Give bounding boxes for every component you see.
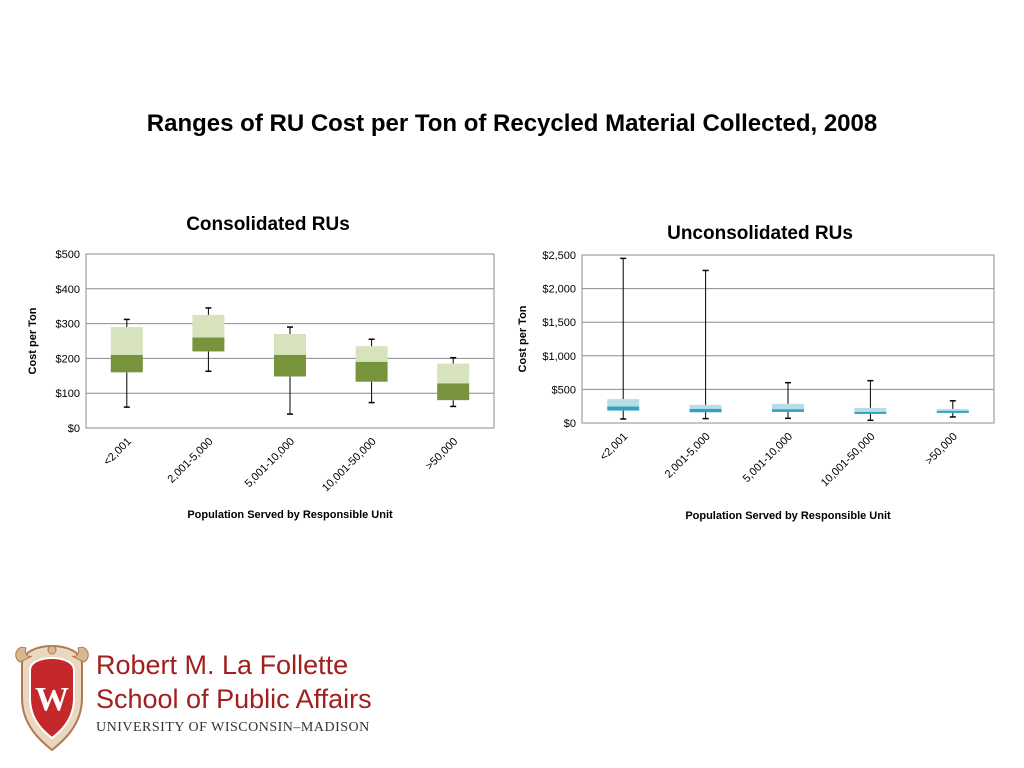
chart2-box-lower <box>689 408 722 413</box>
crest-letter: W <box>35 681 69 718</box>
logo-line-1: Robert M. La Follette <box>96 650 349 680</box>
la-follette-logo: W Robert M. La Follette School of Public… <box>14 634 384 754</box>
chart2-x-axis-title: Population Served by Responsible Unit <box>685 510 891 522</box>
chart1-box-lower <box>437 383 470 401</box>
chart2-box-upper <box>936 408 969 411</box>
chart1-box-lower <box>274 354 306 377</box>
chart2-y-tick-label: $1,500 <box>542 317 576 329</box>
chart1-box-upper <box>355 346 388 362</box>
chart1-y-tick-label: $200 <box>56 353 80 365</box>
slide-title: Ranges of RU Cost per Ton of Recycled Ma… <box>146 110 878 137</box>
chart2-x-tick-label: 2,001-5,000 <box>663 431 713 481</box>
chart2-box-upper <box>772 403 804 410</box>
chart1-box-lower <box>355 361 388 382</box>
chart2-box-lower <box>936 410 969 413</box>
chart2-x-tick-label: 10,001-50,000 <box>819 431 878 490</box>
chart1-x-tick-label: >50,000 <box>423 436 460 473</box>
chart2-y-tick-label: $1,000 <box>542 351 576 363</box>
chart1-x-axis-title: Population Served by Responsible Unit <box>187 509 393 521</box>
chart1-y-tick-label: $400 <box>56 284 80 296</box>
chart2-box-lower <box>854 411 887 414</box>
logo-line-2: School of Public Affairs <box>96 684 372 714</box>
chart1-box-upper <box>437 363 470 384</box>
chart1-box-lower <box>192 337 225 352</box>
chart1-box-upper <box>192 314 225 338</box>
chart1-title: Consolidated RUs <box>186 214 350 235</box>
chart2-x-tick-label: >50,000 <box>923 431 960 468</box>
chart2-box-lower <box>607 406 640 411</box>
chart2-y-tick-label: $2,000 <box>542 284 576 296</box>
chart1-box-lower <box>110 354 143 373</box>
unconsolidated-chart: Unconsolidated RUs $0 $500 $1,000 $1,500 $2,0… <box>517 223 995 522</box>
chart1-box-upper <box>110 327 143 355</box>
chart1-y-tick-label: $300 <box>56 319 80 331</box>
chart2-box-upper <box>689 404 722 409</box>
chart2-x-tick-label: 5,001-10,000 <box>741 431 795 485</box>
chart1-y-tick-label: $0 <box>68 423 80 435</box>
chart1-x-tick-label: 2,001-5,000 <box>166 436 216 486</box>
chart1-y-axis-title: Cost per Ton <box>27 307 39 374</box>
chart1-plot-area <box>85 253 495 429</box>
chart1-x-tick-label: 5,001-10,000 <box>243 436 297 490</box>
chart2-y-tick-label: $2,500 <box>542 250 576 262</box>
chart2-box-upper <box>607 399 640 407</box>
wisconsin-crest-icon: W <box>15 645 89 752</box>
logo-line-3: UNIVERSITY OF WISCONSIN–MADISON <box>96 720 370 735</box>
chart2-y-axis-title: Cost per Ton <box>517 305 529 372</box>
chart1-x-tick-label: <2,001 <box>101 436 133 468</box>
consolidated-chart: Consolidated RUs $0 $100 $200 $300 $400 $500 <2… <box>27 214 495 521</box>
chart1-box-upper <box>274 334 306 355</box>
chart2-y-tick-label: $500 <box>552 384 576 396</box>
chart2-box-lower <box>772 409 804 412</box>
chart2-plot-area <box>581 254 995 424</box>
chart1-y-tick-label: $100 <box>56 388 80 400</box>
chart1-y-tick-label: $500 <box>56 249 80 261</box>
chart2-box-upper <box>854 407 887 412</box>
chart2-x-tick-label: <2,001 <box>598 431 630 463</box>
chart2-title: Unconsolidated RUs <box>667 223 853 244</box>
chart2-y-tick-label: $0 <box>564 418 576 430</box>
chart1-x-tick-label: 10,001-50,000 <box>320 436 379 495</box>
